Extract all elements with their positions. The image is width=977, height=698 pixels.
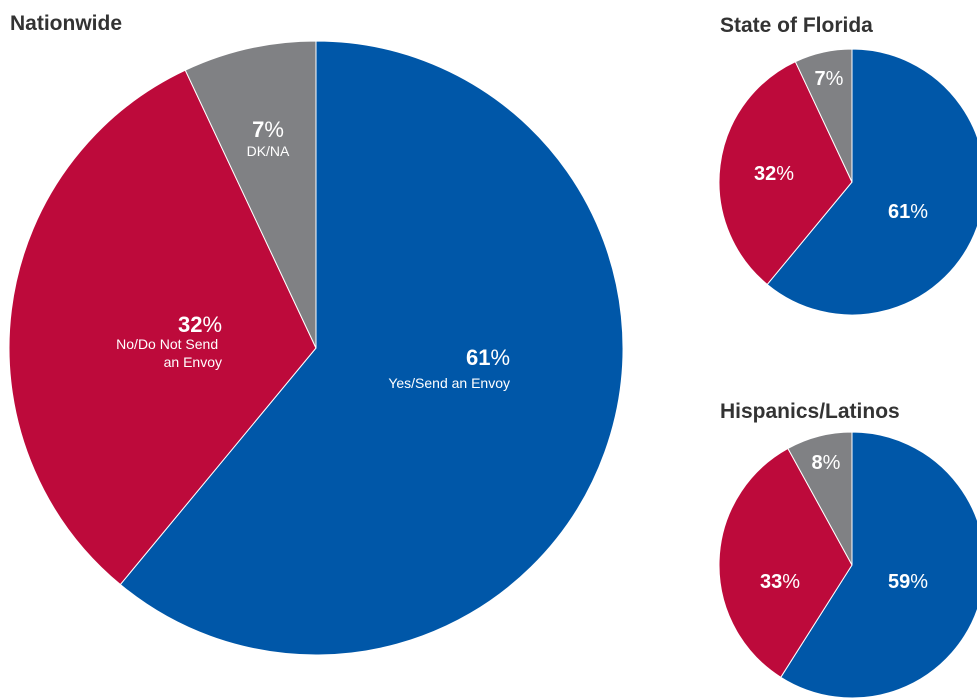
svg-text:32%: 32% <box>178 312 222 337</box>
pie-chart-hispanics: Hispanics/Latinos 59% 33% 8% <box>718 400 977 698</box>
pie-chart-nationwide: Nationwide 61% Yes/Send an Envoy 32% No/… <box>8 12 624 656</box>
pie-slice-florida-dk <box>794 48 853 183</box>
slice-label-nationwide-no: No/Do Not Send an Envoy <box>116 336 222 370</box>
pie-slice-florida-no <box>718 60 853 286</box>
svg-text:8%: 8% <box>812 452 841 474</box>
slice-value-nationwide-dk: 7 <box>252 117 264 142</box>
slice-label-nationwide-yes: Yes/Send an Envoy <box>388 375 510 391</box>
pie-slice-hispanics-no <box>718 447 853 678</box>
slice-unit-nationwide-dk: % <box>264 117 284 142</box>
svg-text:32%: 32% <box>754 163 794 185</box>
pie-slice-nationwide-yes <box>119 40 624 656</box>
pie-slices-hispanics <box>718 431 977 698</box>
slice-unit-hispanics-yes: % <box>910 571 928 593</box>
slice-unit-hispanics-no: % <box>782 571 800 593</box>
slice-unit-hispanics-dk: % <box>823 452 841 474</box>
svg-text:59%: 59% <box>888 571 928 593</box>
pie-slices-nationwide <box>8 40 624 656</box>
slice-label-group-nationwide-yes: 61% Yes/Send an Envoy <box>388 345 510 391</box>
slice-value-florida-yes: 61 <box>888 201 910 223</box>
slice-label-nationwide-no-line-2: an Envoy <box>164 354 222 370</box>
pie-slice-nationwide-no <box>8 69 317 586</box>
svg-text:61%: 61% <box>466 345 510 370</box>
slice-unit-florida-yes: % <box>910 201 928 223</box>
chart-title-hispanics: Hispanics/Latinos <box>720 400 900 423</box>
svg-text:33%: 33% <box>760 571 800 593</box>
pie-slice-florida-yes <box>766 48 977 316</box>
slice-label-nationwide-dk: DK/NA <box>247 143 290 159</box>
slice-unit-nationwide-no: % <box>202 312 222 337</box>
slice-unit-florida-no: % <box>776 163 794 185</box>
slice-label-group-nationwide-no: 32% No/Do Not Send an Envoy <box>116 312 222 370</box>
slice-label-group-nationwide-dk: 7% DK/NA <box>247 117 290 159</box>
slice-value-florida-no: 32 <box>754 163 776 185</box>
slice-label-nationwide-no-line-1: No/Do Not Send <box>116 336 218 352</box>
svg-text:7%: 7% <box>815 68 844 90</box>
slice-unit-florida-dk: % <box>826 68 844 90</box>
svg-text:7%: 7% <box>252 117 284 142</box>
slice-value-hispanics-yes: 59 <box>888 571 910 593</box>
pie-slice-nationwide-dk <box>184 40 317 349</box>
slice-value-nationwide-no: 32 <box>178 312 202 337</box>
slice-value-hispanics-no: 33 <box>760 571 782 593</box>
slice-value-florida-dk: 7 <box>815 68 826 90</box>
pie-slice-hispanics-dk <box>787 431 853 566</box>
slice-value-nationwide-yes: 61 <box>466 345 490 370</box>
pie-chart-florida: State of Florida 61% 32% 7% <box>718 14 977 316</box>
pie-slices-florida <box>718 48 977 316</box>
chart-title-florida: State of Florida <box>720 14 873 37</box>
slice-value-hispanics-dk: 8 <box>812 452 823 474</box>
chart-title-nationwide: Nationwide <box>10 12 122 35</box>
slice-unit-nationwide-yes: % <box>490 345 510 370</box>
svg-text:61%: 61% <box>888 201 928 223</box>
